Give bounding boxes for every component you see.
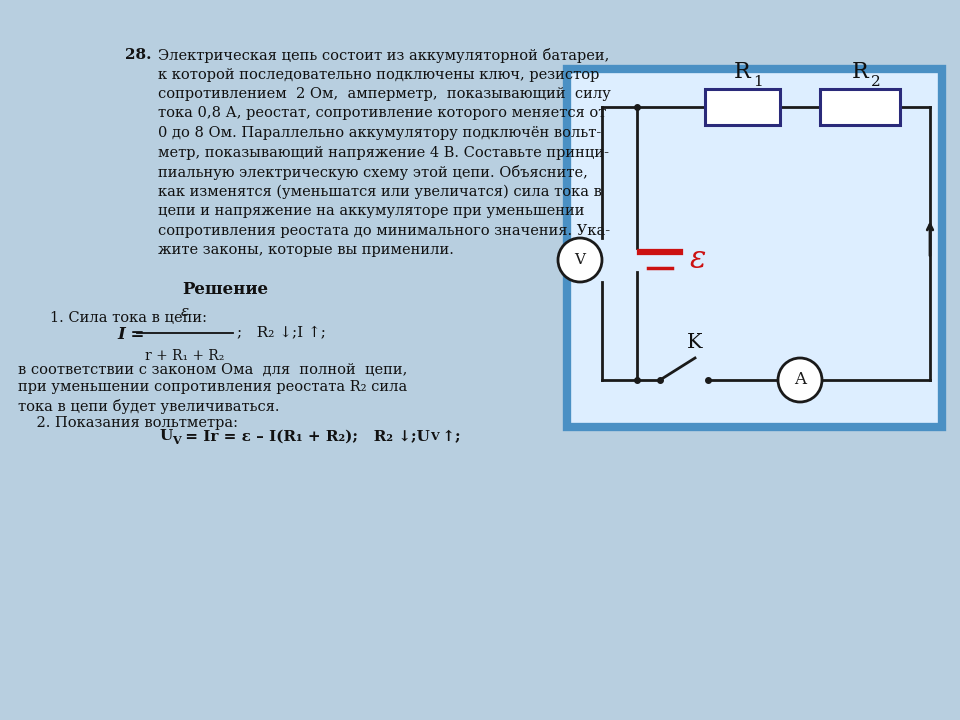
Text: ε: ε	[690, 245, 707, 276]
FancyBboxPatch shape	[567, 69, 942, 427]
Text: 0 до 8 Ом. Параллельно аккумулятору подключён вольт-: 0 до 8 Ом. Параллельно аккумулятору подк…	[158, 126, 601, 140]
Text: в соответствии с законом Ома  для  полной  цепи,: в соответствии с законом Ома для полной …	[18, 362, 407, 377]
Bar	[705, 89, 780, 125]
Text: сопротивления реостата до минимального значения. Ука-: сопротивления реостата до минимального з…	[158, 223, 611, 238]
Text: метр, показывающий напряжение 4 В. Составьте принци-: метр, показывающий напряжение 4 В. Соста…	[158, 145, 609, 160]
Circle shape	[558, 238, 602, 282]
Text: Решение: Решение	[182, 281, 268, 297]
Text: к которой последовательно подключены ключ, резистор: к которой последовательно подключены клю…	[158, 68, 599, 81]
Text: сопротивлением  2 Ом,  амперметр,  показывающий  силу: сопротивлением 2 Ом, амперметр, показыва…	[158, 87, 611, 101]
Text: ↑;: ↑;	[437, 430, 461, 444]
Text: I =: I =	[117, 326, 144, 343]
Text: 2. Показания вольтметра:: 2. Показания вольтметра:	[18, 416, 238, 431]
Text: цепи и напряжение на аккумуляторе при уменьшении: цепи и напряжение на аккумуляторе при ум…	[158, 204, 585, 218]
Text: K: K	[687, 333, 703, 352]
Text: = Ir = ε – I(R₁ + R₂);   R₂ ↓;U: = Ir = ε – I(R₁ + R₂); R₂ ↓;U	[180, 430, 430, 444]
Text: пиальную электрическую схему этой цепи. Объясните,: пиальную электрическую схему этой цепи. …	[158, 165, 588, 180]
Text: V: V	[430, 431, 439, 442]
Bar	[820, 89, 900, 125]
Text: r + R₁ + R₂: r + R₁ + R₂	[145, 348, 225, 362]
Text: как изменятся (уменьшатся или увеличатся) сила тока в: как изменятся (уменьшатся или увеличатся…	[158, 184, 602, 199]
Text: тока 0,8 А, реостат, сопротивление которого меняется от: тока 0,8 А, реостат, сопротивление котор…	[158, 107, 607, 120]
Circle shape	[778, 358, 822, 402]
Text: V: V	[574, 253, 586, 267]
Text: 2: 2	[871, 75, 880, 89]
Text: ;   R₂ ↓;I ↑;: ; R₂ ↓;I ↑;	[237, 325, 325, 340]
Text: 28.: 28.	[126, 48, 152, 62]
Text: жите законы, которые вы применили.: жите законы, которые вы применили.	[158, 243, 454, 257]
Text: 1: 1	[754, 75, 763, 89]
Text: 1. Сила тока в цепи:: 1. Сила тока в цепи:	[50, 310, 207, 325]
Text: V: V	[172, 435, 180, 446]
Text: при уменьшении сопротивления реостата R₂ сила: при уменьшении сопротивления реостата R₂…	[18, 380, 407, 395]
Text: R: R	[852, 61, 869, 83]
Text: U: U	[160, 430, 173, 444]
Text: A: A	[794, 372, 806, 389]
Text: Электрическая цепь состоит из аккумуляторной батареи,: Электрическая цепь состоит из аккумулято…	[158, 48, 610, 63]
Text: ε: ε	[180, 305, 189, 318]
Text: тока в цепи будет увеличиваться.: тока в цепи будет увеличиваться.	[18, 398, 279, 413]
Text: R: R	[734, 61, 751, 83]
